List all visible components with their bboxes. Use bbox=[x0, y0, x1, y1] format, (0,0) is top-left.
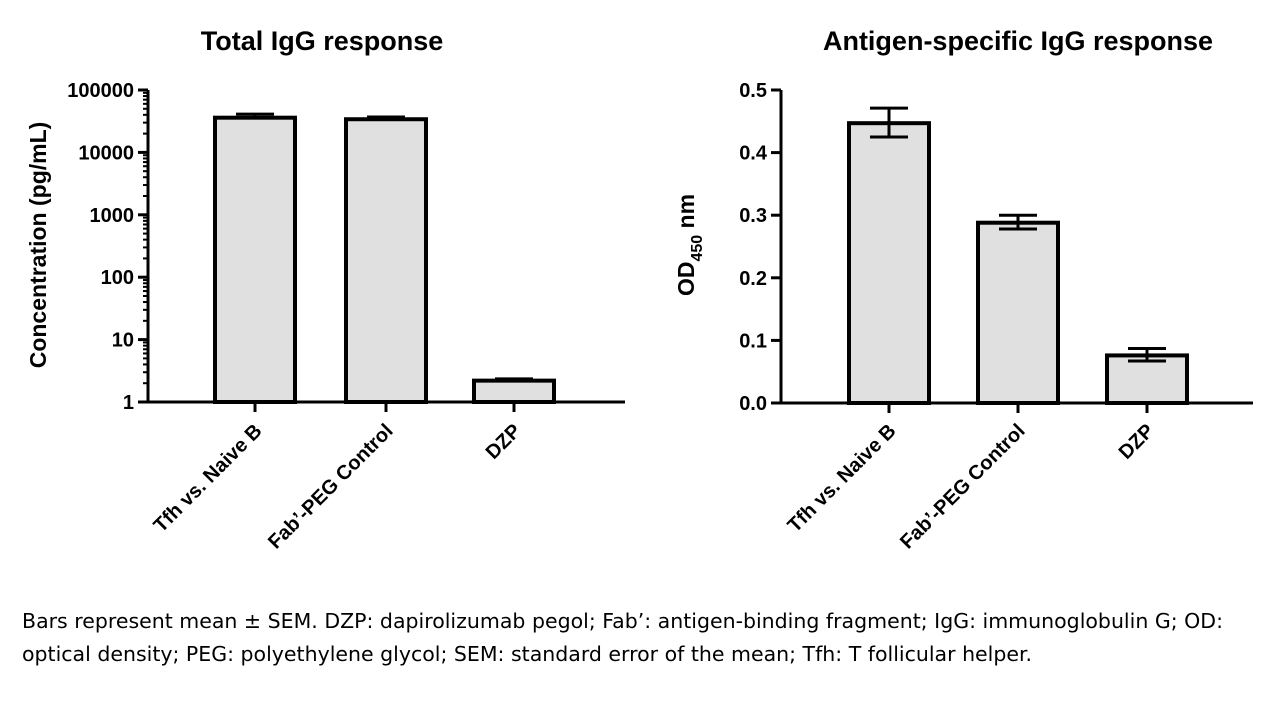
y-axis-label-subscript: 450 bbox=[689, 235, 706, 262]
bar bbox=[847, 121, 931, 405]
chart-title: Total IgG response bbox=[201, 26, 444, 56]
y-axis-label-suffix: nm bbox=[673, 194, 699, 235]
figure: Total IgG response Concentration (pg/mL)… bbox=[25, 26, 1253, 553]
y-tick-label: 0.4 bbox=[739, 143, 768, 165]
total-igg-chart: Total IgG response Concentration (pg/mL)… bbox=[25, 26, 625, 553]
y-tick-label: 100000 bbox=[67, 80, 134, 102]
bar bbox=[344, 117, 428, 404]
antigen-specific-igg-chart: Antigen-specific IgG response OD450 nm 0… bbox=[673, 26, 1253, 553]
y-tick-label: 10000 bbox=[78, 142, 134, 164]
y-tick-label: 10 bbox=[112, 330, 134, 352]
bar bbox=[976, 220, 1060, 405]
y-axis-label-main: OD bbox=[673, 262, 699, 297]
x-category-label: Fab’-PEG Control bbox=[264, 420, 397, 553]
bar bbox=[1105, 353, 1189, 406]
y-tick-label: 0.2 bbox=[739, 268, 767, 290]
y-axis-label: Concentration (pg/mL) bbox=[25, 122, 51, 369]
x-category-label: Fab’-PEG Control bbox=[896, 420, 1029, 553]
y-axis-label: OD450 nm bbox=[673, 194, 706, 296]
bar bbox=[472, 378, 556, 404]
x-category-label: DZP bbox=[482, 420, 526, 464]
chart-title: Antigen-specific IgG response bbox=[823, 26, 1213, 56]
x-category-label: Tfh vs. Naive B bbox=[784, 420, 901, 537]
bar bbox=[213, 115, 297, 404]
y-tick-label: 0.3 bbox=[739, 205, 767, 227]
figure-footnote: Bars represent mean ± SEM. DZP: dapiroli… bbox=[22, 609, 1223, 666]
y-tick-label: 0.0 bbox=[739, 393, 767, 415]
y-tick-label: 0.1 bbox=[739, 330, 767, 352]
y-tick-label: 0.5 bbox=[739, 80, 767, 102]
y-tick-label: 100 bbox=[101, 267, 134, 289]
y-tick-label: 1000 bbox=[90, 205, 135, 227]
x-category-label: Tfh vs. Naive B bbox=[150, 420, 267, 537]
x-category-label: DZP bbox=[1115, 420, 1159, 464]
y-tick-label: 1 bbox=[123, 392, 134, 414]
